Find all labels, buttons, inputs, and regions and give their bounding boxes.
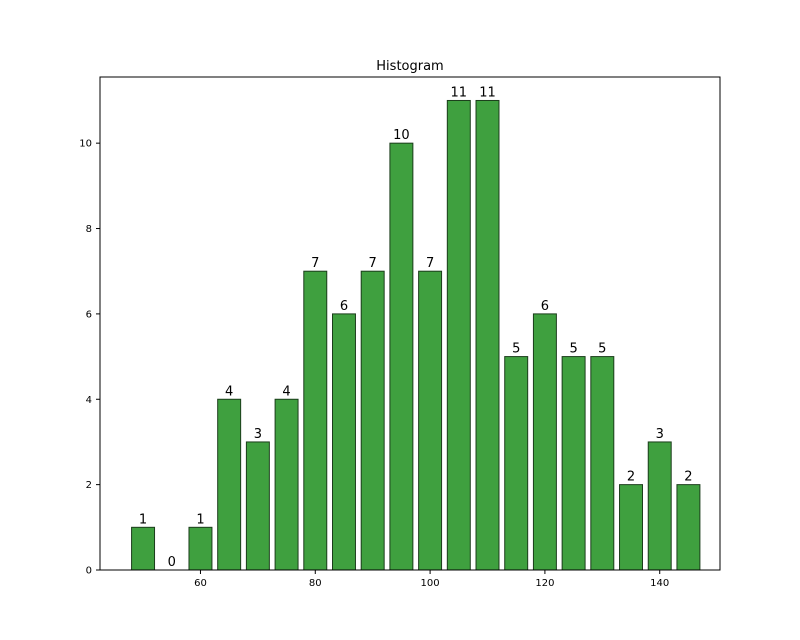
y-tick-label: 10 <box>79 139 92 150</box>
histogram-bar <box>274 398 299 571</box>
x-tick-label: 120 <box>535 578 554 589</box>
bar-value-label: 1 <box>139 512 147 527</box>
chart-title: Histogram <box>376 59 443 74</box>
histogram-bar <box>676 484 701 571</box>
bar-value-label: 11 <box>451 85 468 100</box>
histogram-bar <box>131 526 156 571</box>
bar-value-label: 4 <box>282 384 290 399</box>
bar-value-label: 7 <box>311 256 319 271</box>
histogram-bar <box>446 99 471 571</box>
histogram-bar <box>504 356 529 571</box>
plot-frame <box>99 76 721 571</box>
histogram-bar <box>619 484 644 571</box>
bar-value-label: 2 <box>684 470 692 485</box>
histogram-bar <box>561 356 586 571</box>
bar-value-label: 1 <box>196 512 204 527</box>
bar-value-label: 5 <box>569 342 577 357</box>
bar-value-label: 0 <box>168 555 176 570</box>
y-tick-label: 8 <box>86 224 92 235</box>
bar-value-label: 3 <box>656 427 664 442</box>
bar-value-label: 5 <box>598 342 606 357</box>
bar-value-label: 6 <box>541 299 549 314</box>
y-tick-label: 0 <box>86 566 92 577</box>
bar-value-label: 3 <box>254 427 262 442</box>
histogram-bar <box>332 313 356 571</box>
bar-value-label: 11 <box>479 85 496 100</box>
bar-value-label: 6 <box>340 299 348 314</box>
bar-value-label: 7 <box>426 256 434 271</box>
histogram-bar <box>389 142 414 571</box>
bars-layer <box>131 99 701 571</box>
histogram-bar <box>418 270 443 571</box>
histogram-bar <box>532 313 557 571</box>
bar-value-label: 2 <box>627 470 635 485</box>
bar-value-label: 4 <box>225 384 233 399</box>
histogram-bar <box>217 398 242 571</box>
histogram-bar <box>360 270 385 571</box>
y-tick-label: 6 <box>86 309 92 320</box>
y-tick-label: 2 <box>86 480 92 491</box>
histogram-bar <box>647 441 672 571</box>
y-tick-label: 4 <box>86 395 92 406</box>
x-tick-label: 100 <box>421 578 440 589</box>
histogram-bar <box>590 356 615 571</box>
histogram-bar <box>245 441 270 571</box>
histogram-bar <box>475 99 500 571</box>
x-tick-label: 60 <box>194 578 207 589</box>
histogram-bar <box>303 270 328 571</box>
bar-value-label: 10 <box>393 128 410 143</box>
bar-value-label: 7 <box>369 256 377 271</box>
x-tick-label: 140 <box>650 578 669 589</box>
histogram-bar <box>188 526 213 571</box>
x-tick-label: 80 <box>309 578 322 589</box>
bar-value-label: 5 <box>512 342 520 357</box>
